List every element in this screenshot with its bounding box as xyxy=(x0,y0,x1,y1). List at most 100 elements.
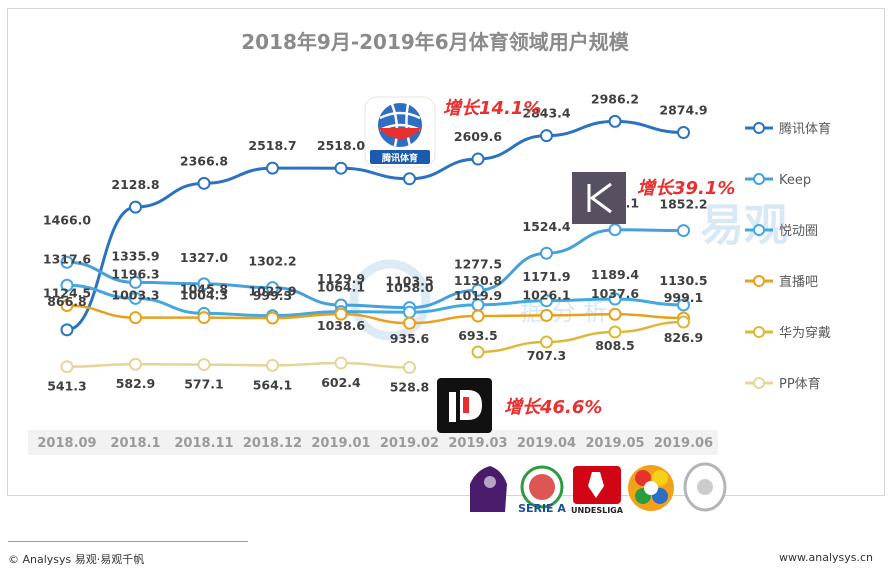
data-label: 1037.6 xyxy=(591,286,640,301)
premier-league-logo xyxy=(470,466,507,512)
data-label: 1196.3 xyxy=(111,266,159,281)
footer-divider xyxy=(8,541,248,542)
data-point xyxy=(334,356,348,370)
league-logos: SERIE A UNDESLIGA xyxy=(470,462,727,515)
data-label: 541.3 xyxy=(47,379,87,394)
legend-swatch-marker xyxy=(753,173,765,185)
data-point xyxy=(403,172,416,186)
x-tick-label: 2018.12 xyxy=(243,436,302,451)
data-label: 1058.0 xyxy=(385,280,434,295)
data-point xyxy=(403,360,416,374)
data-point xyxy=(677,315,690,329)
data-point xyxy=(60,299,74,313)
data-label: 1130.8 xyxy=(454,273,502,288)
series-line xyxy=(66,119,684,332)
watermark-sub: 据 分 析 xyxy=(520,298,607,326)
x-tick-label: 2019.06 xyxy=(654,436,713,451)
chart-title: 2018年9月-2019年6月体育领域用户规模 xyxy=(241,30,629,54)
series-line xyxy=(66,228,684,310)
data-label: 2518.7 xyxy=(248,138,296,153)
x-tick-label: 2019.05 xyxy=(585,436,644,451)
data-point xyxy=(403,316,416,330)
data-point xyxy=(129,311,142,325)
data-label: 528.8 xyxy=(390,379,430,394)
data-label: 2609.6 xyxy=(454,129,503,144)
data-label: 1302.2 xyxy=(248,254,296,269)
data-label: 1317.6 xyxy=(43,251,92,266)
x-tick-label: 2019.02 xyxy=(380,436,439,451)
data-label: 2128.8 xyxy=(111,177,159,192)
data-label: 2518.0 xyxy=(317,138,366,153)
x-tick-label: 2018.1 xyxy=(110,436,160,451)
data-label: 1466.0 xyxy=(43,212,92,227)
series-line xyxy=(66,283,684,318)
series-line xyxy=(66,361,410,369)
data-point xyxy=(608,223,622,237)
data-point xyxy=(266,358,279,372)
data-label: 826.9 xyxy=(664,330,704,345)
data-point xyxy=(266,281,279,295)
data-point xyxy=(677,126,690,140)
data-label: 582.9 xyxy=(116,376,156,391)
data-point xyxy=(266,161,279,175)
data-point xyxy=(266,311,279,325)
data-label: 935.6 xyxy=(390,331,430,346)
data-point xyxy=(540,246,553,260)
data-point xyxy=(677,298,690,312)
data-label: 1022.9 xyxy=(248,284,296,299)
data-label: 2986.2 xyxy=(591,91,639,106)
data-point xyxy=(334,307,348,321)
data-label: 999.1 xyxy=(664,290,704,305)
x-tick-label: 2019.04 xyxy=(517,436,576,451)
data-point xyxy=(129,275,142,289)
legend-label: 腾讯体育 xyxy=(779,121,831,137)
bundesliga-logo: UNDESLIGA xyxy=(571,466,624,515)
data-label: 1026.1 xyxy=(522,287,570,302)
pp-sports-logo xyxy=(437,378,492,433)
data-label: 1004.3 xyxy=(180,288,228,303)
data-point xyxy=(471,152,485,166)
data-point xyxy=(608,325,622,339)
annotation-pp: 增长46.6% xyxy=(504,397,602,418)
data-label: 1003.3 xyxy=(111,288,159,303)
legend-swatch-marker xyxy=(753,326,765,338)
data-label: 1277.5 xyxy=(454,256,502,271)
data-label: 1189.4 xyxy=(591,267,640,282)
data-point xyxy=(471,309,485,323)
data-label: 707.3 xyxy=(527,348,567,363)
legend-label: 悦动圈 xyxy=(779,224,818,239)
data-point xyxy=(60,323,74,337)
data-label: 999.3 xyxy=(253,288,293,303)
footer-url: www.analysys.cn xyxy=(779,551,873,564)
serie-a-logo: SERIE A xyxy=(518,465,566,515)
data-label: 1130.5 xyxy=(659,273,707,288)
series-line xyxy=(477,320,684,354)
x-tick-label: 2019.03 xyxy=(448,436,507,451)
legend-label: PP体育 xyxy=(779,376,821,392)
keep-logo xyxy=(572,172,626,224)
data-point xyxy=(677,224,690,238)
x-tick-label: 2019.01 xyxy=(311,436,370,451)
x-axis-band xyxy=(28,430,718,455)
data-label: 1524.4 xyxy=(522,219,571,234)
data-point xyxy=(60,255,74,269)
x-tick-label: 2018.09 xyxy=(37,436,96,451)
legend-swatch-marker xyxy=(753,377,765,389)
data-point xyxy=(60,278,74,292)
data-label: 1045.8 xyxy=(180,281,228,296)
bundesliga-text: UNDESLIGA xyxy=(571,506,624,515)
data-label: 1124.5 xyxy=(43,286,91,301)
legend-label: Keep xyxy=(779,173,811,188)
data-point xyxy=(540,294,553,308)
data-point xyxy=(334,161,348,175)
tencent-sports-logo: 腾讯体育 xyxy=(364,96,436,168)
x-axis: 2018.09 2018.1 2018.11 2018.12 2019.01 2019.0… xyxy=(37,436,713,451)
la-liga-logo xyxy=(628,465,674,511)
data-point xyxy=(60,360,74,374)
data-point xyxy=(608,292,622,306)
legend-label: 直播吧 xyxy=(779,275,818,290)
data-point xyxy=(540,335,553,349)
data-point xyxy=(608,114,622,128)
